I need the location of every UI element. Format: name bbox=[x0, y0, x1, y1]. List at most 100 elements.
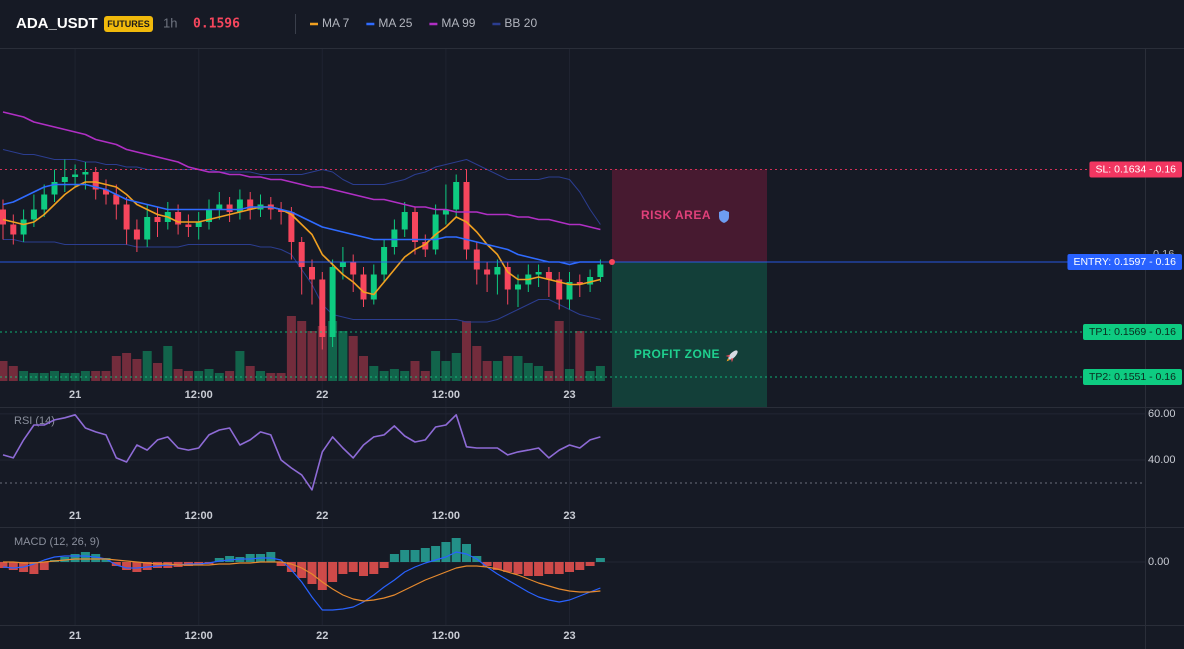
macd-histogram-bar bbox=[39, 562, 49, 570]
volume-bar bbox=[122, 353, 132, 381]
frame bbox=[0, 14, 1184, 649]
volume-bar bbox=[441, 361, 451, 381]
price-pane bbox=[0, 111, 1145, 381]
volume-bar bbox=[307, 331, 317, 381]
badge: FUTURES bbox=[107, 19, 150, 29]
volume-bar bbox=[595, 366, 605, 381]
volume-bar bbox=[50, 371, 59, 381]
macd-histogram-bar bbox=[276, 562, 286, 566]
rocket-icon bbox=[725, 350, 738, 363]
zone-icons bbox=[719, 210, 738, 363]
macd-histogram-bar bbox=[29, 562, 39, 574]
volume-bar bbox=[523, 363, 533, 381]
volume-bar bbox=[142, 351, 152, 381]
macd-histogram-bar bbox=[317, 562, 327, 590]
candle-body bbox=[587, 277, 594, 285]
candle-body bbox=[432, 214, 439, 250]
volume-bar bbox=[369, 366, 379, 381]
candle-body bbox=[597, 264, 604, 277]
candle-body bbox=[206, 209, 212, 222]
candle-body bbox=[566, 282, 573, 300]
volume-bar bbox=[29, 373, 39, 381]
volume-bar bbox=[60, 373, 70, 381]
volume-bar bbox=[183, 371, 193, 381]
macd-histogram-bar bbox=[420, 548, 430, 562]
macd-histogram-bar bbox=[523, 562, 533, 576]
level-label-bg bbox=[1067, 254, 1182, 270]
macd-histogram-bar bbox=[307, 562, 317, 584]
candle-body bbox=[113, 194, 120, 205]
macd-histogram-bar bbox=[513, 562, 523, 574]
macd-histogram-bar bbox=[585, 562, 595, 566]
candle-body bbox=[92, 172, 99, 190]
macd-histogram-bar bbox=[266, 552, 276, 562]
volume-bar bbox=[286, 316, 296, 381]
risk-zone bbox=[612, 169, 767, 262]
macd-histogram-bar bbox=[91, 554, 101, 562]
macd-histogram-bar bbox=[575, 562, 585, 570]
candle-body bbox=[535, 272, 542, 275]
candle-body bbox=[329, 267, 336, 337]
badge-bg bbox=[104, 16, 153, 32]
macd-histogram-bar bbox=[245, 554, 255, 562]
volume-bar bbox=[492, 361, 502, 381]
shield-icon bbox=[719, 210, 729, 223]
macd-histogram-bar bbox=[286, 562, 296, 572]
entry-marker bbox=[609, 259, 615, 265]
candle-body bbox=[401, 212, 408, 230]
macd-histogram-bar bbox=[214, 558, 224, 562]
candle-body bbox=[473, 249, 480, 270]
candle-body bbox=[123, 204, 130, 230]
macd-histogram-bar bbox=[225, 556, 235, 562]
signal-line bbox=[3, 558, 601, 602]
candle-body bbox=[494, 267, 501, 275]
volume-bar bbox=[0, 361, 8, 381]
volume-bar bbox=[328, 321, 338, 381]
volume-bar bbox=[482, 361, 492, 381]
candle-body bbox=[463, 182, 470, 250]
level-label-bg bbox=[1089, 161, 1182, 178]
level-label: TP1: 0.1569 - 0.16 bbox=[1089, 326, 1176, 338]
macd-histogram-bar bbox=[142, 562, 152, 570]
volume-bar bbox=[91, 371, 101, 381]
volume-bar bbox=[513, 356, 523, 381]
candle-body bbox=[576, 282, 583, 285]
macd-histogram-bar bbox=[503, 562, 513, 572]
macd-histogram-bar bbox=[70, 554, 80, 562]
rocket-fins bbox=[725, 354, 734, 363]
macd-histogram-bar bbox=[348, 562, 358, 572]
volume-bar bbox=[420, 371, 430, 381]
macd-histogram-bar bbox=[554, 562, 564, 574]
macd-histogram-bar bbox=[8, 562, 18, 570]
interval[interactable]: 1h bbox=[163, 15, 177, 30]
x-tick-label: 12:00 bbox=[185, 389, 213, 401]
candle-body bbox=[103, 189, 109, 195]
macd-histogram-bar bbox=[328, 562, 338, 582]
volume-bar bbox=[534, 366, 544, 381]
header: ADA_USDT FUTURES 1h 0.1596 MA 7 MA 25 MA 9… bbox=[16, 15, 537, 32]
macd-histogram-bar bbox=[492, 562, 502, 570]
x-tick-label: 22 bbox=[316, 630, 328, 642]
volume-bar bbox=[173, 369, 183, 381]
x-tick-label: 21 bbox=[69, 389, 81, 401]
macd-histogram-bar bbox=[359, 562, 368, 576]
bb-upper bbox=[2, 149, 601, 225]
volume-bar bbox=[111, 356, 121, 381]
candle-body bbox=[247, 199, 254, 210]
volume-bar bbox=[297, 321, 307, 381]
volume-bar bbox=[101, 371, 111, 381]
candle-body bbox=[515, 284, 521, 290]
level-label: TP2: 0.1551 - 0.16 bbox=[1089, 371, 1176, 383]
candle-body bbox=[288, 212, 295, 242]
macd-histogram-bar bbox=[400, 550, 410, 562]
x-tick-label: 12:00 bbox=[432, 389, 460, 401]
x-tick-label: 12:00 bbox=[432, 510, 460, 522]
candle-body bbox=[236, 199, 243, 212]
symbol[interactable]: ADA_USDT bbox=[16, 15, 98, 32]
candle-body bbox=[41, 194, 48, 210]
candle-body bbox=[154, 217, 161, 222]
volume-bar bbox=[338, 331, 348, 381]
candle-body bbox=[442, 209, 449, 215]
level-label-bg bbox=[1083, 324, 1182, 340]
